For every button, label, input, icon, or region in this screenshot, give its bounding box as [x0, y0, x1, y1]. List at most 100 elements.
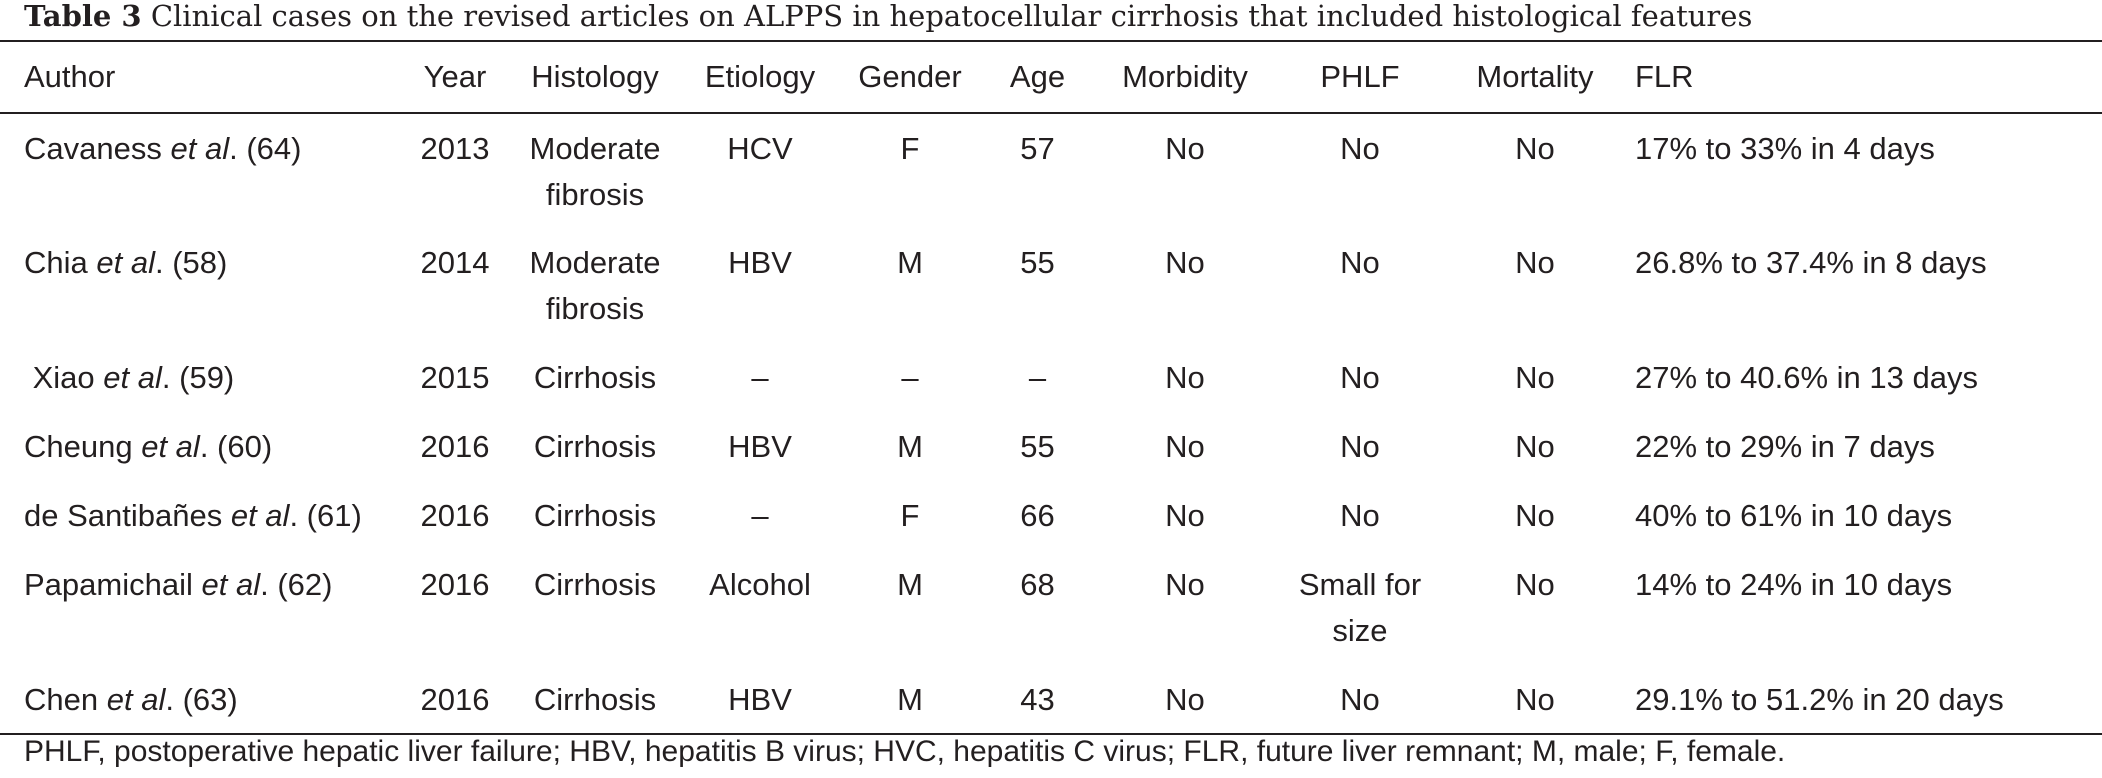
- cell-morbidity: No: [1165, 245, 1205, 280]
- cell-etiology: –: [751, 360, 769, 395]
- cell-histology: Cirrhosis: [510, 412, 680, 481]
- author-name: Xiao: [24, 360, 95, 395]
- author-name: de Santibañes: [24, 498, 223, 533]
- cell-author: Chen et al. (63): [0, 665, 400, 735]
- cell-age: 66: [1020, 498, 1055, 533]
- table-caption: Table 3 Clinical cases on the revised ar…: [24, 0, 2084, 32]
- cell-year: 2015: [420, 360, 490, 395]
- cell-histology: Cirrhosis: [510, 550, 680, 665]
- table-footnote: PHLF, postoperative hepatic liver failur…: [24, 735, 1786, 768]
- header-gender: Gender: [840, 40, 980, 114]
- author-etal: et al: [141, 429, 200, 464]
- author-ref: . (62): [260, 567, 333, 602]
- cell-histology: Cirrhosis: [510, 343, 680, 412]
- author-ref: . (61): [289, 498, 362, 533]
- author-ref: . (60): [199, 429, 273, 464]
- header-histology: Histology: [510, 40, 680, 114]
- cell-mortality: No: [1515, 131, 1555, 166]
- author-ref: . (63): [165, 682, 238, 717]
- cell-mortality: No: [1445, 665, 1625, 735]
- author-name: Chen: [24, 682, 99, 717]
- table-row: Papamichail et al. (62) 2016 Cirrhosis A…: [0, 550, 2102, 665]
- cell-histology: Cirrhosis: [510, 665, 680, 735]
- cell-year: 2016: [420, 498, 490, 533]
- cell-author: Xiao et al. (59): [0, 343, 400, 412]
- table-row: Chia et al. (58) 2014 Moderate fibrosis H…: [0, 228, 2102, 343]
- phlf-line-1: No: [1340, 682, 1380, 717]
- cell-age: 57: [1020, 131, 1055, 166]
- cell-age: 43: [980, 665, 1095, 735]
- cell-year: 2016: [400, 665, 510, 735]
- header-year: Year: [400, 40, 510, 114]
- table-row: Xiao et al. (59) 2015 Cirrhosis – – – No…: [0, 343, 2102, 412]
- histology-line-1: Cirrhosis: [533, 498, 657, 533]
- histology-line-1: Cirrhosis: [533, 567, 657, 602]
- cell-mortality: No: [1515, 245, 1555, 280]
- cell-year: 2013: [420, 131, 490, 166]
- author-etal: et al: [230, 498, 290, 533]
- cell-phlf: No: [1275, 665, 1445, 735]
- cell-etiology: HBV: [728, 245, 792, 280]
- table-title: Clinical cases on the revised articles o…: [150, 0, 1753, 33]
- author-etal: et al: [201, 567, 261, 602]
- cell-phlf: No: [1275, 481, 1445, 550]
- cell-mortality: No: [1515, 567, 1555, 602]
- author-ref: . (58): [155, 245, 228, 280]
- table-label: Table 3: [24, 0, 142, 33]
- header-age: Age: [980, 40, 1095, 114]
- phlf-line-1: Small for: [1298, 567, 1422, 602]
- author-etal: et al: [170, 131, 230, 166]
- phlf-line-1: No: [1340, 245, 1380, 280]
- phlf-line-1: No: [1340, 498, 1380, 533]
- cell-flr: 29.1% to 51.2% in 20 days: [1625, 665, 2102, 735]
- cell-phlf: No: [1275, 343, 1445, 412]
- header-author: Author: [0, 40, 400, 114]
- cell-flr: 17% to 33% in 4 days: [1635, 131, 1935, 166]
- header-etiology: Etiology: [680, 40, 840, 114]
- author-name: Cheung: [24, 429, 133, 464]
- table-row: Chen et al. (63) 2016 Cirrhosis HBV M 43…: [0, 665, 2102, 735]
- header-flr: FLR: [1625, 40, 2102, 114]
- cell-gender: F: [900, 131, 920, 166]
- cell-morbidity: No: [1165, 360, 1205, 395]
- cell-morbidity: No: [1165, 429, 1205, 464]
- author-ref: . (64): [229, 131, 302, 166]
- header-mortality: Mortality: [1445, 40, 1625, 114]
- histology-line-1: Cirrhosis: [533, 360, 657, 395]
- cell-histology: Cirrhosis: [510, 481, 680, 550]
- author-etal: et al: [106, 682, 166, 717]
- cell-author: Papamichail et al. (62): [0, 550, 400, 665]
- cell-flr: 22% to 29% in 7 days: [1635, 429, 1935, 464]
- cell-mortality: No: [1515, 429, 1555, 464]
- table-row: de Santibañes et al. (61) 2016 Cirrhosis…: [0, 481, 2102, 550]
- cell-phlf: No: [1275, 113, 1445, 228]
- cell-age: 55: [1020, 429, 1055, 464]
- histology-line-1: Cirrhosis: [533, 682, 657, 717]
- cell-etiology: HBV: [728, 429, 792, 464]
- author-etal: et al: [103, 360, 162, 395]
- cell-author: Cheung et al. (60): [0, 412, 400, 481]
- cell-morbidity: No: [1165, 131, 1205, 166]
- histology-line-1: Cirrhosis: [533, 429, 657, 464]
- cell-gender: M: [840, 665, 980, 735]
- table-row: Cavaness et al. (64) 2013 Moderate fibros…: [0, 113, 2102, 228]
- author-name: Cavaness: [24, 131, 162, 166]
- author-ref: . (59): [161, 360, 235, 395]
- cell-flr: 26.8% to 37.4% in 8 days: [1635, 245, 1987, 280]
- cell-morbidity: No: [1165, 498, 1205, 533]
- cell-phlf: No: [1275, 228, 1445, 343]
- cell-etiology: –: [751, 498, 769, 533]
- cell-phlf: Small for size: [1275, 550, 1445, 665]
- clinical-cases-table: Author Year Histology Etiology Gender Ag…: [0, 40, 2102, 735]
- cell-flr: 40% to 61% in 10 days: [1635, 498, 1953, 533]
- cell-author: Cavaness et al. (64): [0, 113, 400, 228]
- cell-etiology: HBV: [680, 665, 840, 735]
- cell-etiology: Alcohol: [709, 567, 811, 602]
- cell-morbidity: No: [1165, 567, 1205, 602]
- cell-age: 55: [1020, 245, 1055, 280]
- cell-morbidity: No: [1095, 665, 1275, 735]
- cell-author: Chia et al. (58): [0, 228, 400, 343]
- author-name: Chia: [24, 245, 88, 280]
- histology-line-1: Moderate: [529, 245, 661, 280]
- cell-flr: 27% to 40.6% in 13 days: [1635, 360, 1978, 395]
